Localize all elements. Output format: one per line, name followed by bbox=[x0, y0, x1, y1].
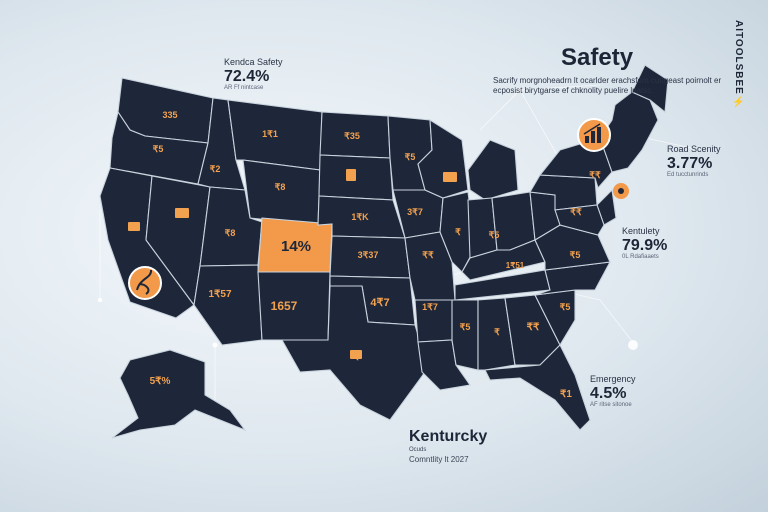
tx-pictogram-icon bbox=[350, 350, 362, 359]
state-al bbox=[477, 297, 516, 371]
label-nm: 1657 bbox=[271, 299, 298, 313]
label-mo: ₹₹ bbox=[422, 250, 434, 260]
callout-title: Kendca Safety bbox=[224, 57, 283, 67]
kentucky-panel-sub1: Ocuds bbox=[409, 447, 427, 453]
state-ak bbox=[111, 349, 247, 439]
label-ia: 3₹7 bbox=[407, 207, 423, 217]
label-ak: 5₹% bbox=[150, 376, 171, 387]
state-wy bbox=[242, 159, 321, 226]
label-co: 14% bbox=[281, 238, 311, 255]
state-ky bbox=[461, 239, 546, 281]
state-md bbox=[554, 204, 605, 236]
label-nd: ₹35 bbox=[344, 131, 360, 141]
state-pictograms bbox=[128, 169, 457, 359]
label-ms: ₹5 bbox=[460, 322, 471, 332]
callout-sub: Ed tucctunrinds bbox=[667, 172, 709, 179]
callout-value: 3.77% bbox=[667, 154, 713, 172]
label-id: ₹2 bbox=[210, 164, 221, 174]
states bbox=[99, 64, 669, 439]
callout-emergency: Emergency 4.5% AF ritse sitonoe bbox=[590, 374, 636, 409]
callout-kentucky-safety: Kendca Safety 72.4% AR Ff nintcase bbox=[224, 57, 283, 92]
callout-kentucky: Kentulety 79.9% 0L Rdafiaaets bbox=[622, 226, 668, 261]
callout-title: Road Scenity bbox=[667, 144, 721, 154]
label-nc: ₹5 bbox=[560, 302, 571, 312]
state-labels: 335 ₹5 ₹2 1₹1 ₹35 ₹ ₹5 ₹ 1₹K 3₹7 3₹37 ₹8… bbox=[129, 110, 601, 400]
label-ny: ₹₹ bbox=[589, 170, 601, 180]
label-az: 1₹57 bbox=[208, 289, 231, 300]
label-pa: ₹₹ bbox=[570, 207, 582, 217]
state-ms bbox=[451, 299, 479, 371]
label-mn: ₹5 bbox=[405, 152, 416, 162]
label-ga: ₹₹ bbox=[527, 322, 540, 333]
brand-logo: AITOOLSBEE⚡ bbox=[733, 20, 744, 109]
chart-badge-icon bbox=[577, 118, 611, 152]
nv-pictogram-icon bbox=[175, 208, 189, 218]
label-or: ₹5 bbox=[153, 144, 164, 154]
callout-value: 79.9% bbox=[622, 236, 668, 254]
state-fl bbox=[484, 344, 591, 431]
callout-title: Kentulety bbox=[622, 226, 660, 236]
state-az bbox=[193, 264, 263, 346]
label-ut: ₹8 bbox=[275, 182, 286, 192]
callout-sub: AR Ff nintcase bbox=[224, 85, 264, 92]
label-ut2: ₹8 bbox=[225, 228, 236, 238]
callout-road-security: Road Scenity 3.77% Ed tucctunrinds bbox=[667, 144, 721, 179]
page-title: Safety bbox=[561, 44, 634, 71]
location-badge-icon bbox=[613, 183, 629, 199]
ca-pictogram-icon bbox=[128, 222, 140, 231]
wi-pictogram-icon bbox=[443, 172, 457, 182]
label-il: ₹ bbox=[455, 227, 461, 237]
callout-sub: AF ritse sitonoe bbox=[590, 402, 632, 409]
label-va: ₹5 bbox=[570, 250, 581, 260]
label-al: ₹ bbox=[494, 327, 500, 337]
label-ks: 3₹37 bbox=[358, 250, 379, 260]
state-oh bbox=[491, 191, 536, 251]
callout-value: 72.4% bbox=[224, 67, 270, 85]
label-in: ₹5 bbox=[489, 230, 500, 240]
label-ok: 4₹7 bbox=[370, 297, 389, 309]
label-ar: 1₹7 bbox=[422, 302, 438, 312]
state-mi bbox=[467, 139, 519, 201]
kentucky-panel-sub2: Comntlity lt 2027 bbox=[409, 455, 469, 464]
page-subtitle: Sacrify morgnoheadrn lt ocarlder erachsf… bbox=[493, 76, 722, 95]
kentucky-panel-title: Kenturcky bbox=[409, 428, 488, 445]
label-ne: 1₹K bbox=[351, 212, 369, 222]
label-tn: 1₹51 bbox=[506, 261, 525, 270]
sd-pictogram-icon bbox=[346, 169, 356, 181]
state-me bbox=[631, 64, 669, 114]
fire-badge-icon bbox=[128, 266, 162, 300]
callout-title: Emergency bbox=[590, 374, 636, 384]
callout-value: 4.5% bbox=[590, 384, 627, 402]
state-ne-region bbox=[599, 91, 659, 173]
label-mt: 1₹1 bbox=[262, 129, 278, 139]
callout-sub: 0L Rdafiaaets bbox=[622, 254, 659, 261]
label-fl: ₹1 bbox=[560, 389, 572, 400]
label-wa: 335 bbox=[162, 110, 177, 120]
